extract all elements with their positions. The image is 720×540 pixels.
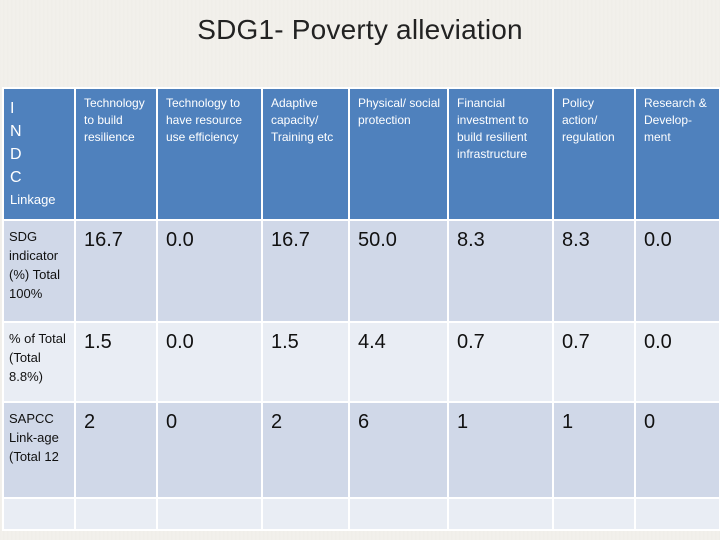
- table-cell: 2: [74, 401, 158, 499]
- table-cell: 16.7: [74, 219, 158, 323]
- table-cell: [261, 497, 350, 531]
- table-cell: 6: [348, 401, 449, 499]
- table-cell: [348, 497, 449, 531]
- table-cell: 8.3: [552, 219, 636, 323]
- table-cell: [74, 497, 158, 531]
- column-header: Physical/ social protection: [348, 87, 449, 221]
- table-cell: [2, 497, 76, 531]
- table-cell: 16.7: [261, 219, 350, 323]
- table-cell: 0.0: [634, 321, 720, 403]
- table-cell: 0: [156, 401, 263, 499]
- table-cell: 0: [634, 401, 720, 499]
- linkage-table: I N D C Linkage Technology to build resi…: [2, 87, 720, 531]
- table-cell: 2: [261, 401, 350, 499]
- table-cell: 8.3: [447, 219, 554, 323]
- table-cell: 50.0: [348, 219, 449, 323]
- table-cell: 0.0: [156, 219, 263, 323]
- column-header: Financial investment to build resilient …: [447, 87, 554, 221]
- slide-title: SDG1- Poverty alleviation: [197, 14, 523, 45]
- table-cell: 0.0: [634, 219, 720, 323]
- column-header: Technology to have resource use efficien…: [156, 87, 263, 221]
- table-cell: 0.7: [447, 321, 554, 403]
- table-cell: 1.5: [74, 321, 158, 403]
- corner-cell: I N D C Linkage: [2, 87, 76, 221]
- table-cell: 4.4: [348, 321, 449, 403]
- row-label: % of Total (Total 8.8%): [2, 321, 76, 403]
- table-row: SAPCC Link-age (Total 12 2 0 2 6 1 1 0: [2, 401, 720, 499]
- row-label: SAPCC Link-age (Total 12: [2, 401, 76, 499]
- table-row: % of Total (Total 8.8%) 1.5 0.0 1.5 4.4 …: [2, 321, 720, 403]
- table-cell: 1.5: [261, 321, 350, 403]
- column-header: Policy action/ regulation: [552, 87, 636, 221]
- table-cell: [634, 497, 720, 531]
- column-header: Technology to build resilience: [74, 87, 158, 221]
- linkage-label: Linkage: [10, 192, 56, 207]
- table-cell: [156, 497, 263, 531]
- table-cell: [552, 497, 636, 531]
- column-header: Research & Develop-ment: [634, 87, 720, 221]
- header-row: I N D C Linkage Technology to build resi…: [2, 87, 720, 221]
- table-row: SDG indicator (%) Total 100% 16.7 0.0 16…: [2, 219, 720, 323]
- column-header: Adaptive capacity/ Training etc: [261, 87, 350, 221]
- table-cell: 0.0: [156, 321, 263, 403]
- indc-label: I N D C: [10, 100, 22, 186]
- table-cell: 1: [552, 401, 636, 499]
- table-row-empty: [2, 497, 720, 531]
- row-label: SDG indicator (%) Total 100%: [2, 219, 76, 323]
- table-cell: 1: [447, 401, 554, 499]
- table-cell: 0.7: [552, 321, 636, 403]
- table-cell: [447, 497, 554, 531]
